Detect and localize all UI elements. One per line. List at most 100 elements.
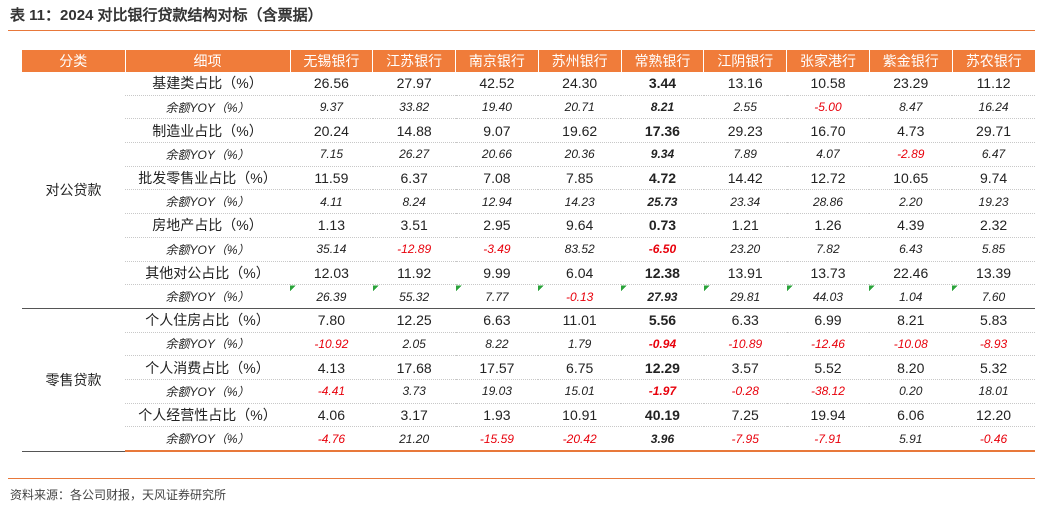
cell: 10.58: [786, 72, 870, 96]
cell: 44.03: [786, 284, 870, 309]
cell: -1.97: [621, 379, 704, 404]
cell: 5.91: [869, 426, 953, 453]
rule: [8, 30, 1035, 31]
column-header: 紫金银行: [868, 50, 953, 72]
cell: 12.29: [621, 355, 704, 380]
group-label: 对公贷款: [22, 72, 125, 309]
cell: 7.82: [786, 237, 870, 262]
cell: 29.23: [703, 118, 787, 144]
cell: 5.85: [952, 237, 1035, 262]
cell: 23.34: [703, 189, 787, 215]
cell: 13.91: [703, 261, 787, 286]
cell: 6.33: [703, 308, 787, 333]
column-header: 苏农银行: [951, 50, 1035, 72]
cell: 6.43: [869, 237, 953, 262]
cell: 14.23: [538, 189, 622, 215]
cell: 8.22: [455, 332, 539, 357]
column-header: 无锡银行: [289, 50, 373, 72]
cell: 33.82: [372, 95, 456, 120]
cell: -2.89: [869, 142, 953, 167]
cell: 12.94: [455, 189, 539, 215]
row-label: 余额YOY（%）: [125, 95, 290, 120]
cell: -4.76: [290, 426, 373, 453]
cell: 7.15: [290, 142, 373, 167]
cell: 20.36: [538, 142, 622, 167]
cell: 5.83: [952, 308, 1035, 333]
cell: 2.55: [703, 95, 787, 120]
yoy-row: 余额YOY（%） -4.76 21.20 -15.59 -20.42 3.96 -7.95-…: [22, 426, 1035, 453]
cell: 17.36: [621, 118, 704, 144]
cell: 9.99: [455, 261, 539, 286]
cell: -0.13: [538, 284, 622, 309]
source-note: 资料来源：各公司财报，天风证券研究所: [10, 488, 227, 502]
cell: 12.72: [786, 166, 870, 191]
cell: 8.20: [869, 355, 953, 380]
cell: -12.89: [372, 237, 456, 262]
cell: 24.30: [538, 72, 622, 96]
cell: -6.50: [621, 237, 704, 262]
row-label: 余额YOY（%）: [125, 284, 290, 309]
cell: 4.06: [290, 403, 373, 428]
cell: 2.05: [372, 332, 456, 357]
yoy-row: 余额YOY（%） -10.92 2.05 8.22 1.79 -0.94 -10.89 -12…: [22, 332, 1035, 357]
row-label: 余额YOY（%）: [125, 237, 290, 262]
cell: 1.04: [869, 284, 953, 309]
cell: 3.96: [621, 426, 704, 453]
cell: 17.68: [372, 355, 456, 380]
cell: 6.04: [538, 261, 622, 286]
cell: 3.57: [703, 355, 787, 380]
cell: 6.37: [372, 166, 456, 191]
cell: -7.95: [703, 426, 787, 453]
cell: 7.89: [703, 142, 787, 167]
cell: -12.46: [786, 332, 870, 357]
row-label: 其他对公占比（%）: [125, 261, 290, 286]
cell: 40.19: [621, 403, 704, 428]
cell: 12.03: [290, 261, 373, 286]
cell: 12.38: [621, 261, 704, 286]
row-group: 对公贷款 基建类占比（%） 26.56 27.97 42.52 24.30 3.44 13.1…: [22, 72, 1035, 309]
cell: 21.20: [372, 426, 456, 453]
cell: 11.12: [952, 72, 1035, 96]
cell: 19.23: [952, 189, 1035, 215]
cell: 18.01: [952, 379, 1035, 404]
cell: -5.00: [786, 95, 870, 120]
row-label: 余额YOY（%）: [125, 426, 290, 453]
cell: 8.47: [869, 95, 953, 120]
cell: 9.64: [538, 213, 622, 238]
header-row: 分类 细项 无锡银行 江苏银行 南京银行 苏州银行 常熟银行 江阴银行 张家港行 紫金银行 苏农银行: [22, 50, 1035, 72]
cell: 1.21: [703, 213, 787, 238]
row-label: 余额YOY（%）: [125, 142, 290, 167]
column-header: 张家港行: [786, 50, 870, 72]
column-header: 苏州银行: [537, 50, 622, 72]
cell: 19.40: [455, 95, 539, 120]
cell: 16.70: [786, 118, 870, 144]
cell: 5.56: [621, 308, 704, 333]
row-label: 房地产占比（%）: [125, 213, 290, 238]
cell: 2.32: [952, 213, 1035, 238]
share-row: 制造业占比（%） 20.24 14.88 9.07 19.62 17.36 29.23 16.…: [22, 118, 1035, 144]
cell: 13.73: [786, 261, 870, 286]
row-label: 余额YOY（%）: [125, 189, 290, 215]
cell: -0.94: [621, 332, 704, 357]
column-header: 常熟银行: [620, 50, 704, 72]
cell: 20.24: [290, 118, 373, 144]
cell: 42.52: [455, 72, 539, 96]
column-header: 分类: [22, 50, 125, 72]
cell: -10.08: [869, 332, 953, 357]
yoy-row: 余额YOY（%） 4.11 8.24 12.94 14.23 25.73 23.34 28.8…: [22, 189, 1035, 215]
cell: 1.79: [538, 332, 622, 357]
table: 分类 细项 无锡银行 江苏银行 南京银行 苏州银行 常熟银行 江阴银行 张家港行 紫金银行 苏农银行…: [22, 50, 1035, 453]
row-label: 余额YOY（%）: [125, 379, 290, 404]
cell: 17.57: [455, 355, 539, 380]
cell: 3.17: [372, 403, 456, 428]
cell: 26.27: [372, 142, 456, 167]
cell: -3.49: [455, 237, 539, 262]
cell: -10.92: [290, 332, 373, 357]
cell: 1.93: [455, 403, 539, 428]
cell: 27.97: [372, 72, 456, 96]
cell: 8.21: [621, 95, 704, 120]
yoy-row: 余额YOY（%） 26.39 55.32 7.77 -0.13 27.93 29.81 44.…: [22, 284, 1035, 309]
share-row: 房地产占比（%） 1.13 3.51 2.95 9.64 0.73 1.21 1.26 4.39…: [22, 213, 1035, 238]
cell: 5.32: [952, 355, 1035, 380]
share-row: 对公贷款 基建类占比（%） 26.56 27.97 42.52 24.30 3.44 13.1…: [22, 72, 1035, 309]
